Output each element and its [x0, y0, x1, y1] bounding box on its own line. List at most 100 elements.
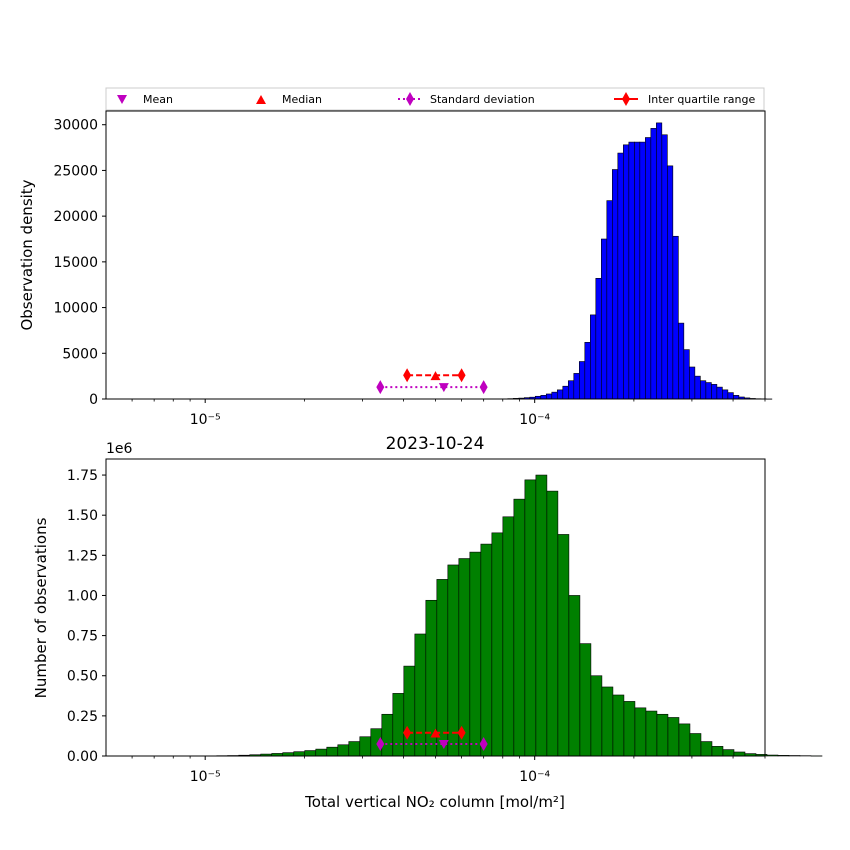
lower-histogram-bar [304, 750, 317, 757]
upper-histogram-bar [617, 152, 624, 400]
lower-histogram-bar [392, 693, 405, 757]
upper-x-tick-label: 10⁻⁴ [519, 412, 550, 428]
lower-y-multiplier: 1e6 [106, 441, 133, 457]
lower-y-tick-label: 0.50 [67, 669, 98, 685]
lower-histogram-bar [524, 479, 537, 757]
lower-y-tick-label: 1.50 [67, 508, 98, 524]
upper-histogram-bar [595, 278, 602, 400]
upper-histogram-bar [656, 122, 663, 400]
legend-median-marker-icon [256, 95, 266, 104]
lower-y-tick-label: 0.25 [67, 709, 98, 725]
upper-histogram-bar [689, 366, 696, 400]
lower-y-axis-label: Number of observations [32, 517, 50, 698]
lower-histogram-bar [414, 633, 427, 757]
lower-panel-title: 2023-10-24 [386, 434, 485, 454]
upper-y-axis-label: Observation density [18, 179, 36, 330]
legend-std-label: Standard deviation [430, 93, 535, 106]
lower-histogram-bar [491, 532, 504, 757]
lower-histogram-bar [403, 665, 416, 757]
upper-histogram-bar [562, 385, 569, 400]
lower-bars [205, 474, 823, 757]
upper-bars [501, 122, 773, 400]
upper-std-high-marker [479, 380, 488, 395]
lower-mean-marker [438, 739, 449, 749]
upper-histogram-bar [601, 238, 608, 400]
upper-y-tick-label: 25000 [53, 163, 98, 179]
lower-histogram-bar [315, 748, 328, 757]
upper-histogram-bar [578, 361, 586, 400]
lower-histogram-bar [381, 713, 394, 757]
legend-entry-iqr: Inter quartile range [614, 92, 755, 106]
upper-histogram-bar [573, 373, 580, 400]
upper-y-tick-label: 10000 [53, 301, 98, 317]
upper-histogram-bar [661, 134, 668, 400]
lower-median-marker [430, 728, 441, 738]
legend-entry-mean: Mean [117, 93, 173, 106]
upper-histogram-bar [556, 389, 564, 400]
upper-histogram-bar [551, 391, 558, 400]
legend-entry-std: Standard deviation [398, 92, 535, 106]
upper-iqr-high-marker [457, 368, 466, 383]
lower-histogram-bar [667, 717, 680, 757]
upper-histogram-bar [650, 128, 657, 400]
upper-histogram-bar [540, 395, 547, 400]
upper-histogram-bar [590, 314, 597, 400]
lower-histogram-bar [612, 694, 625, 757]
lower-y-tick-label: 1.25 [67, 548, 98, 564]
lower-histogram-bar [282, 752, 295, 757]
lower-histogram-bar [568, 595, 581, 757]
upper-histogram-bar [722, 389, 729, 400]
upper-x-ticks: 10⁻⁵ 10⁻⁴ [131, 399, 766, 428]
lower-iqr-low-marker [403, 725, 412, 740]
lower-histogram-bar [733, 751, 746, 757]
upper-histogram-bar [645, 137, 652, 400]
legend-mean-label: Mean [143, 93, 173, 106]
lower-histogram-bar [766, 754, 779, 757]
lower-x-tick-label: 10⁻⁴ [519, 769, 550, 785]
lower-statistic-markers [376, 725, 488, 751]
lower-y-tick-label: 0.75 [67, 629, 98, 645]
lower-histogram-bar [359, 736, 372, 757]
upper-y-tick-label: 30000 [53, 118, 98, 134]
upper-histogram-bar [678, 322, 685, 400]
lower-histogram-bar [722, 749, 735, 757]
lower-histogram-bar [678, 723, 691, 757]
upper-mean-marker [438, 383, 449, 393]
upper-histogram-bar [694, 375, 701, 400]
lower-histogram-panel: 0.000.250.500.751.001.251.501.75 10⁻⁵ 10⁻… [32, 441, 823, 811]
upper-y-ticks: 0 5000 10000 15000 20000 25000 30000 [53, 118, 106, 408]
lower-y-tick-label: 0.00 [67, 749, 98, 765]
lower-histogram-bar [590, 675, 603, 757]
lower-histogram-bar [700, 741, 713, 757]
upper-histogram-bar [639, 141, 646, 400]
legend-iqr-marker-icon [622, 92, 630, 106]
upper-statistic-markers [376, 368, 488, 395]
upper-histogram-bar [634, 141, 641, 400]
legend-std-marker-icon [406, 92, 414, 106]
upper-histogram-bar [567, 380, 575, 400]
lower-histogram-bar [458, 558, 471, 757]
legend: Mean Median Standard deviation Inter qua… [105, 87, 765, 111]
upper-histogram-bar [584, 342, 591, 400]
upper-histogram-bar [545, 393, 553, 400]
lower-x-ticks: 10⁻⁵ 10⁻⁴ [131, 756, 766, 785]
lower-histogram-bar [326, 746, 339, 757]
lower-histogram-bar [689, 733, 702, 757]
lower-x-axis-label: Total vertical NO₂ column [mol/m²] [304, 793, 565, 811]
lower-histogram-bar [469, 551, 482, 757]
lower-y-tick-label: 1.00 [67, 588, 98, 604]
upper-histogram-bar [672, 235, 679, 400]
upper-median-marker [430, 371, 441, 381]
upper-x-tick-label: 10⁻⁵ [190, 412, 221, 428]
lower-histogram-bar [348, 741, 361, 757]
lower-histogram-bar [436, 579, 449, 757]
upper-histogram-bar [727, 392, 734, 400]
legend-mean-marker-icon [117, 95, 127, 104]
legend-frame [105, 87, 765, 111]
upper-histogram-bar [700, 380, 707, 400]
upper-iqr-low-marker [403, 368, 412, 383]
upper-histogram-bar [623, 144, 630, 400]
lower-histogram-bar [513, 498, 526, 757]
lower-histogram-bar [447, 564, 460, 757]
